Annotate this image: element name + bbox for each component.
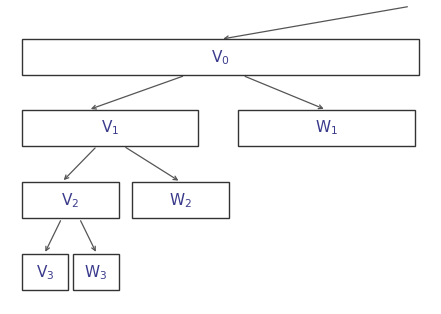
Text: $\mathrm{V}_{3}$: $\mathrm{V}_{3}$ [36,263,54,282]
Bar [132,182,229,218]
Bar [22,110,198,146]
Text: $\mathrm{V}_{0}$: $\mathrm{V}_{0}$ [211,48,230,67]
Bar [22,39,419,75]
Text: $\mathrm{W}_{1}$: $\mathrm{W}_{1}$ [315,119,338,137]
Bar [238,110,415,146]
Text: $\mathrm{V}_{2}$: $\mathrm{V}_{2}$ [61,191,80,209]
Bar [22,254,68,290]
Text: $\mathrm{W}_{3}$: $\mathrm{W}_{3}$ [84,263,108,282]
Bar [22,182,119,218]
Text: $\mathrm{V}_{1}$: $\mathrm{V}_{1}$ [101,119,120,137]
Bar [73,254,119,290]
Text: $\mathrm{W}_{2}$: $\mathrm{W}_{2}$ [169,191,192,209]
